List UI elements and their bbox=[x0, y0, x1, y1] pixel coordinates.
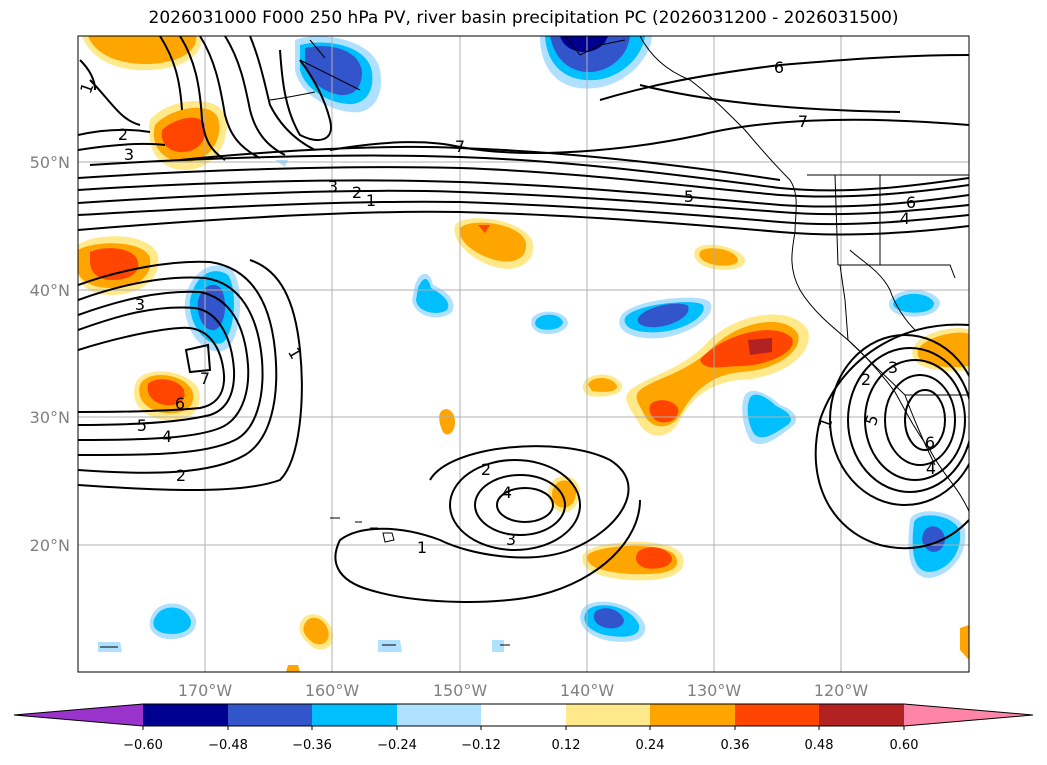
pv-contour-label: 5 bbox=[684, 187, 694, 206]
map-frame bbox=[77, 35, 970, 673]
pv-contour-label: 7 bbox=[455, 137, 465, 156]
pv-contour-label: 6 bbox=[774, 58, 784, 77]
pv-contour-label: 6 bbox=[906, 193, 916, 212]
longitude-labels: 170°W 160°W 150°W 140°W 130°W 120°W bbox=[178, 681, 869, 700]
neg-anomaly bbox=[378, 640, 402, 652]
pos-anomaly bbox=[960, 625, 969, 660]
neg-anomaly bbox=[492, 640, 504, 652]
pv-contour-label: 6 bbox=[925, 433, 935, 452]
coastlines bbox=[100, 36, 969, 648]
colorbar-segment bbox=[228, 704, 312, 726]
colorbar-max-extend bbox=[904, 704, 1033, 726]
colorbar-segment bbox=[735, 704, 819, 726]
pv-contour-label: 3 bbox=[506, 530, 516, 549]
lon-label: 140°W bbox=[560, 681, 615, 700]
lat-label: 30°N bbox=[30, 408, 70, 427]
pv-contour-label: 2 bbox=[176, 466, 186, 485]
neg-anomaly bbox=[560, 36, 608, 52]
pos-anomaly bbox=[147, 379, 185, 406]
pv-contour-label: 3 bbox=[124, 145, 134, 164]
pos-anomaly bbox=[636, 547, 672, 569]
pv-contour-label: 6 bbox=[175, 394, 185, 413]
pv-contour-label: 3 bbox=[328, 177, 338, 196]
pv-contour-label: 4 bbox=[502, 483, 512, 502]
lon-label: 120°W bbox=[814, 681, 869, 700]
lon-label: 170°W bbox=[178, 681, 233, 700]
lat-label: 50°N bbox=[30, 153, 70, 172]
map-panel: 2 3 1 7 3 2 1 5 6 7 6 4 3 7 6 5 4 2 1 2 … bbox=[78, 36, 969, 672]
pos-anomaly bbox=[699, 248, 738, 266]
pos-anomaly bbox=[478, 225, 490, 233]
colorbar-segment bbox=[650, 704, 735, 726]
pos-anomaly bbox=[552, 480, 576, 508]
pos-anomaly bbox=[459, 222, 527, 262]
pv-contour-label: 7 bbox=[798, 112, 808, 131]
colorbar-tick-label: 0.36 bbox=[721, 738, 750, 753]
pv-contour-label: 2 bbox=[118, 125, 128, 144]
pos-anomaly bbox=[748, 338, 772, 355]
colorbar-tick-label: 0.48 bbox=[805, 738, 834, 753]
map-title: 2026031000 F000 250 hPa PV, river basin … bbox=[148, 8, 899, 28]
colorbar-tick-label: −0.12 bbox=[461, 738, 501, 753]
pv-contour-label: 1 bbox=[417, 538, 427, 557]
pv-contour-label: 2 bbox=[861, 370, 871, 389]
neg-anomaly bbox=[153, 607, 192, 634]
neg-anomaly bbox=[416, 279, 449, 313]
pv-contour-label: 2 bbox=[352, 183, 362, 202]
neg-anomaly bbox=[893, 293, 934, 313]
lon-label: 130°W bbox=[687, 681, 742, 700]
colorbar-segment bbox=[312, 704, 397, 726]
colorbar-segment bbox=[566, 704, 650, 726]
pos-anomaly bbox=[286, 665, 300, 672]
pos-anomaly bbox=[161, 117, 206, 152]
colorbar-segment bbox=[819, 704, 904, 726]
pv-contour-label: 3 bbox=[135, 295, 145, 314]
pv-contour-label: 4 bbox=[900, 209, 910, 228]
pv-contour-label: 1 bbox=[366, 191, 376, 210]
neg-anomaly bbox=[747, 394, 791, 438]
pos-anomaly bbox=[439, 409, 455, 435]
colorbar-min-extend bbox=[14, 704, 143, 726]
colorbar-tick-label: −0.48 bbox=[208, 738, 248, 753]
pos-anomaly bbox=[303, 617, 329, 645]
lon-label: 160°W bbox=[305, 681, 360, 700]
graticule bbox=[78, 36, 969, 672]
lat-label: 40°N bbox=[30, 281, 70, 300]
pv-contour-label: 5 bbox=[137, 416, 147, 435]
pv-contour-label: 4 bbox=[162, 427, 172, 446]
pv-contour-label: 2 bbox=[481, 460, 491, 479]
colorbar-segment bbox=[143, 704, 228, 726]
pos-anomaly bbox=[588, 378, 618, 392]
colorbar-segment bbox=[397, 704, 481, 726]
colorbar-tick-label: 0.60 bbox=[890, 738, 919, 753]
lat-label: 20°N bbox=[30, 536, 70, 555]
colorbar-tick-label: 0.12 bbox=[552, 738, 581, 753]
neg-anomaly bbox=[637, 303, 689, 328]
lon-label: 150°W bbox=[433, 681, 488, 700]
pv-contour-label: 4 bbox=[926, 459, 936, 478]
colorbar: −0.60 −0.48 −0.36 −0.24 −0.12 0.12 0.24 … bbox=[13, 703, 1034, 753]
pv-contour-label: 3 bbox=[888, 358, 898, 377]
neg-anomaly bbox=[305, 46, 362, 96]
latitude-labels: 50°N 40°N 30°N 20°N bbox=[30, 153, 70, 555]
precip-anomaly-fills bbox=[78, 36, 969, 672]
pos-anomaly bbox=[88, 36, 197, 65]
colorbar-tick-label: −0.24 bbox=[377, 738, 417, 753]
colorbar-tick-label: −0.36 bbox=[292, 738, 332, 753]
pv-contour-labels: 2 3 1 7 3 2 1 5 6 7 6 4 3 7 6 5 4 2 1 2 … bbox=[78, 58, 936, 557]
colorbar-segment bbox=[481, 704, 566, 726]
colorbar-tick-label: 0.24 bbox=[636, 738, 665, 753]
pv-contour-label: 7 bbox=[200, 369, 210, 388]
pos-anomaly bbox=[90, 248, 139, 280]
colorbar-tick-label: −0.60 bbox=[123, 738, 163, 753]
neg-anomaly bbox=[593, 608, 624, 629]
neg-anomaly bbox=[535, 314, 563, 330]
pv-contours bbox=[78, 36, 969, 603]
